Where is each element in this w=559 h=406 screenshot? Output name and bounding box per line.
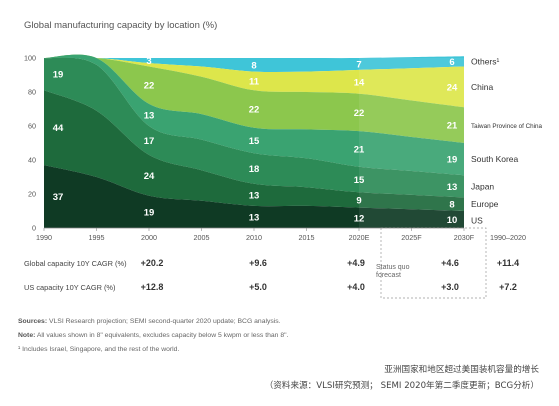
table-cell: +4.6 <box>441 258 459 268</box>
area-china <box>44 57 464 108</box>
sources-text: VLSI Research projection; SEMI second-qu… <box>47 318 281 325</box>
table-cell: +20.2 <box>140 258 164 268</box>
sources-label: Sources: <box>18 318 48 325</box>
data-label: 13 <box>249 190 260 201</box>
data-label: 24 <box>144 171 155 182</box>
area-japan <box>44 57 464 198</box>
x-tick-label: 2015 <box>299 233 315 242</box>
x-tick-label: 1990 <box>36 233 52 242</box>
sources-footnote: Sources: VLSI Research projection; SEMI … <box>18 318 281 325</box>
data-label: 22 <box>354 108 365 119</box>
data-label: 10 <box>447 215 458 226</box>
forecast-box <box>380 227 487 299</box>
legend-label: Others¹ <box>471 56 500 66</box>
data-label: 19 <box>144 207 155 218</box>
data-label: 19 <box>447 155 458 166</box>
caption-line-1: 亚洲国家和地区超过美国装机容量的增长 <box>384 365 539 375</box>
data-label: 18 <box>249 164 260 175</box>
data-label: 11 <box>249 76 260 87</box>
note-footnote: Note: All values shown in 8" equivalents… <box>18 332 288 339</box>
data-label: 22 <box>144 81 155 92</box>
x-tick-label: 2025F <box>401 233 422 242</box>
table-cell: +5.0 <box>249 282 267 292</box>
legend-label: Europe <box>471 199 499 209</box>
table-row-label-us: US capacity 10Y CAGR (%) <box>24 283 116 292</box>
legend-label: South Korea <box>471 154 519 164</box>
y-tick-label: 40 <box>28 156 36 165</box>
data-label: 12 <box>354 213 365 224</box>
area-us <box>44 165 464 228</box>
caption-line-2: （资料来源：VLSI研究预测； SEMI 2020年第二季度更新；BCG分析） <box>264 381 539 391</box>
x-tick-label: 2005 <box>194 233 210 242</box>
y-tick-label: 100 <box>24 54 36 63</box>
data-label: 9 <box>356 195 361 206</box>
data-label: 8 <box>251 60 256 71</box>
table-cell: +4.9 <box>347 258 365 268</box>
legend-label: Taiwan Province of China <box>471 123 543 130</box>
x-tick-label: 2030F <box>454 233 475 242</box>
data-label: 15 <box>249 136 260 147</box>
data-label: 44 <box>53 123 64 134</box>
legend-label: Japan <box>471 181 494 191</box>
y-tick-label: 20 <box>28 190 36 199</box>
data-label: 15 <box>354 175 365 186</box>
area-others <box>44 56 464 73</box>
legend-label: US <box>471 215 483 225</box>
x-tick-label: 2000 <box>141 233 157 242</box>
table-cell: +7.2 <box>499 282 517 292</box>
data-label: 8 <box>449 200 454 211</box>
chart-title: Global manufacturing capacity by locatio… <box>24 20 218 31</box>
table-cell: +12.8 <box>140 282 164 292</box>
table-cell: +9.6 <box>249 258 267 268</box>
data-label: 19 <box>53 70 64 81</box>
data-label: 14 <box>354 77 365 88</box>
x-tick-label: 2010 <box>246 233 262 242</box>
footnote-1: ¹ Includes Israel, Singapore, and the re… <box>18 346 180 353</box>
note-label: Note: <box>18 332 36 339</box>
data-label: 24 <box>447 82 458 93</box>
data-label: 13 <box>249 212 260 223</box>
area-europe <box>44 90 464 211</box>
data-label: 6 <box>449 57 454 68</box>
y-tick-label: 80 <box>28 88 36 97</box>
table-row-label-global: Global capacity 10Y CAGR (%) <box>24 259 127 268</box>
legend-label: China <box>471 82 493 92</box>
forecast-note: Status quo forecast <box>376 264 410 279</box>
data-label: 22 <box>249 105 260 116</box>
note-text: All values shown in 8" equivalents, excl… <box>35 332 289 339</box>
y-tick-label: 60 <box>28 122 36 131</box>
area-south-korea <box>44 54 464 176</box>
data-label: 13 <box>144 110 155 121</box>
data-label: 7 <box>356 59 361 70</box>
data-label: 21 <box>447 121 458 132</box>
x-tick-label: 2020E <box>349 233 370 242</box>
data-label: 13 <box>447 182 458 193</box>
area-taiwan-province-of-china <box>44 54 464 143</box>
table-cell: +3.0 <box>441 282 459 292</box>
range-label: 1990–2020 <box>490 233 526 242</box>
data-label: 17 <box>144 136 155 147</box>
data-label: 3 <box>146 56 151 67</box>
table-cell: +4.0 <box>347 282 365 292</box>
data-label: 21 <box>354 144 365 155</box>
data-label: 37 <box>53 192 64 203</box>
table-cell: +11.4 <box>496 258 520 268</box>
y-tick-label: 0 <box>32 224 36 233</box>
x-tick-label: 1995 <box>89 233 105 242</box>
forecast-shade <box>359 58 464 228</box>
